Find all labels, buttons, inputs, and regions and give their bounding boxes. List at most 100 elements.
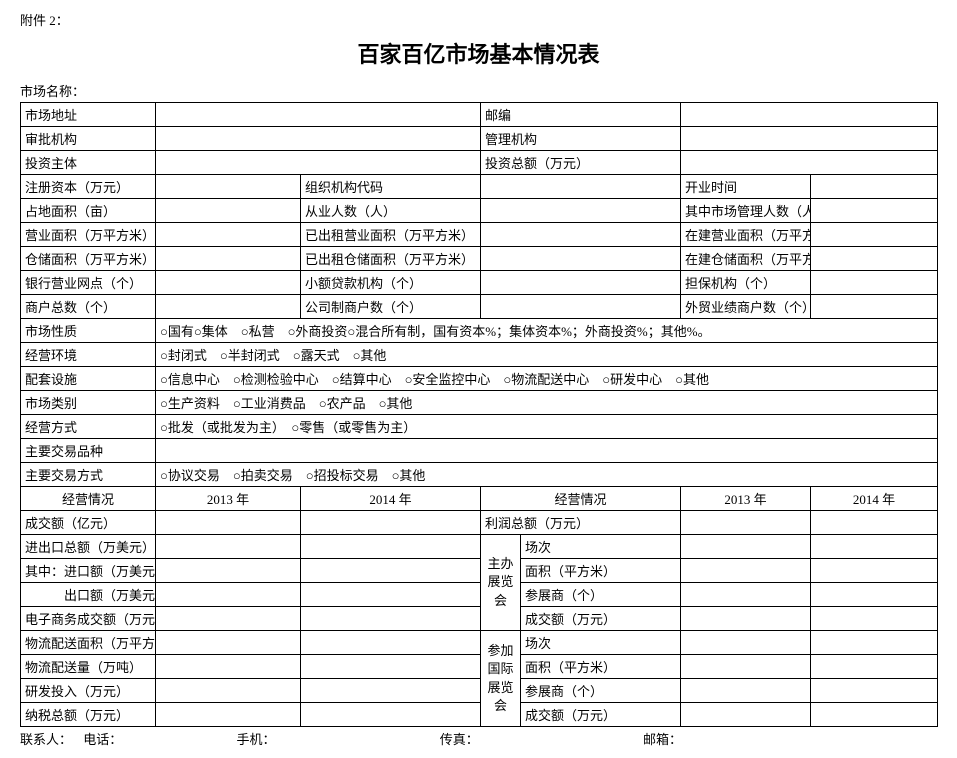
v-intlcount-14: [811, 631, 938, 655]
label-importexport: 进出口总额（万美元）: [21, 535, 156, 559]
v-expoarea-14: [811, 559, 938, 583]
table-row: 物流配送面积（万平方米） 参加国际展览会 场次: [21, 631, 938, 655]
v-profit-13: [681, 511, 811, 535]
value-invest-amt: [681, 151, 938, 175]
footer-phone: 电话：: [83, 729, 233, 748]
value-foreignmerchant: [811, 295, 938, 319]
label-storage: 仓储面积（万平方米）: [21, 247, 156, 271]
value-buildingbiz: [811, 223, 938, 247]
label-foreignmerchant: 外贸业绩商户数（个）: [681, 295, 811, 319]
label-intlturnover: 成交额（万元）: [521, 703, 681, 727]
label-bank: 银行营业网点（个）: [21, 271, 156, 295]
v-ie-14: [301, 535, 481, 559]
value-microloan: [481, 271, 681, 295]
v-intlturn-14: [811, 703, 938, 727]
label-approval: 审批机构: [21, 127, 156, 151]
label-exhibitors: 参展商（个）: [521, 583, 681, 607]
label-tax: 纳税总额（万元）: [21, 703, 156, 727]
opts-category: ○生产资料 ○工业消费品 ○农产品 ○其他: [156, 391, 938, 415]
v-expocount-13: [681, 535, 811, 559]
v-expoturn-13: [681, 607, 811, 631]
table-row: 投资主体 投资总额（万元）: [21, 151, 938, 175]
label-microloan: 小额贷款机构（个）: [301, 271, 481, 295]
label-rd: 研发投入（万元）: [21, 679, 156, 703]
header-opstatus-right: 经营情况: [481, 487, 681, 511]
v-exhib-14: [811, 583, 938, 607]
label-mgrcount: 其中市场管理人数（人）: [681, 199, 811, 223]
v-intlarea-13: [681, 655, 811, 679]
v-export-14: [301, 583, 481, 607]
opts-env: ○封闭式 ○半封闭式 ○露天式 ○其他: [156, 343, 938, 367]
footer-fax: 传真：: [440, 729, 640, 748]
header-opstatus-left: 经营情况: [21, 487, 156, 511]
value-buildingstorage: [811, 247, 938, 271]
value-rentedbiz: [481, 223, 681, 247]
footer-row: 联系人： 电话： 手机： 传真： 邮箱：: [20, 729, 937, 748]
footer-email: 邮箱：: [643, 729, 682, 748]
v-ecom-13: [156, 607, 301, 631]
v-tax-13: [156, 703, 301, 727]
value-employees: [481, 199, 681, 223]
v-intlcount-13: [681, 631, 811, 655]
v-logvol-14: [301, 655, 481, 679]
value-bank: [156, 271, 301, 295]
table-row: 银行营业网点（个） 小额贷款机构（个） 担保机构（个）: [21, 271, 938, 295]
label-category: 市场类别: [21, 391, 156, 415]
v-profit-14: [811, 511, 938, 535]
value-bizarea: [156, 223, 301, 247]
table-row: 纳税总额（万元） 成交额（万元）: [21, 703, 938, 727]
table-row: 占地面积（亩） 从业人数（人） 其中市场管理人数（人）: [21, 199, 938, 223]
header-2014-right: 2014 年: [811, 487, 938, 511]
label-ecommerce: 电子商务成交额（万元）: [21, 607, 156, 631]
label-addr: 市场地址: [21, 103, 156, 127]
value-postcode: [681, 103, 938, 127]
v-ecom-14: [301, 607, 481, 631]
label-opentime: 开业时间: [681, 175, 811, 199]
value-addr: [156, 103, 481, 127]
value-guarantee: [811, 271, 938, 295]
label-nature: 市场性质: [21, 319, 156, 343]
label-logvol: 物流配送量（万吨）: [21, 655, 156, 679]
table-row: 物流配送量（万吨） 面积（平方米）: [21, 655, 938, 679]
table-row: 商户总数（个） 公司制商户数（个） 外贸业绩商户数（个）: [21, 295, 938, 319]
v-import-13: [156, 559, 301, 583]
table-row: 市场地址 邮编: [21, 103, 938, 127]
value-approval: [156, 127, 481, 151]
v-tax-14: [301, 703, 481, 727]
label-logarea: 物流配送面积（万平方米）: [21, 631, 156, 655]
label-bizarea: 营业面积（万平方米）: [21, 223, 156, 247]
value-orgcode: [481, 175, 681, 199]
value-regcap: [156, 175, 301, 199]
footer-contact: 联系人：: [20, 729, 80, 748]
table-row: 电子商务成交额（万元） 成交额（万元）: [21, 607, 938, 631]
label-mode: 经营方式: [21, 415, 156, 439]
table-row: 仓储面积（万平方米） 已出租仓储面积（万平方米） 在建仓储面积（万平方米）: [21, 247, 938, 271]
label-rentedstorage: 已出租仓储面积（万平方米）: [301, 247, 481, 271]
label-postcode: 邮编: [481, 103, 681, 127]
market-name-label: 市场名称：: [20, 81, 937, 100]
opts-facilities: ○信息中心 ○检测检验中心 ○结算中心 ○安全监控中心 ○物流配送中心 ○研发中…: [156, 367, 938, 391]
label-expoarea: 面积（平方米）: [521, 559, 681, 583]
table-row: 主要交易方式 ○协议交易 ○拍卖交易 ○招投标交易 ○其他: [21, 463, 938, 487]
label-goods: 主要交易品种: [21, 439, 156, 463]
value-opentime: [811, 175, 938, 199]
label-expo-count: 场次: [521, 535, 681, 559]
label-corpmerchant: 公司制商户数（个）: [301, 295, 481, 319]
label-mgmt: 管理机构: [481, 127, 681, 151]
attachment-label: 附件 2：: [20, 10, 937, 29]
label-landarea: 占地面积（亩）: [21, 199, 156, 223]
v-rd-14: [301, 679, 481, 703]
value-landarea: [156, 199, 301, 223]
label-trademode: 主要交易方式: [21, 463, 156, 487]
value-merchant: [156, 295, 301, 319]
page-title: 百家百亿市场基本情况表: [20, 37, 937, 69]
table-row: 经营方式 ○批发（或批发为主） ○零售（或零售为主）: [21, 415, 938, 439]
opts-mode: ○批发（或批发为主） ○零售（或零售为主）: [156, 415, 938, 439]
label-env: 经营环境: [21, 343, 156, 367]
label-import: 其中：进口额（万美元）: [21, 559, 156, 583]
value-corpmerchant: [481, 295, 681, 319]
table-row: 市场性质 ○国有○集体 ○私营 ○外商投资○混合所有制，国有资本%；集体资本%；…: [21, 319, 938, 343]
label-expoturnover: 成交额（万元）: [521, 607, 681, 631]
v-exhib-13: [681, 583, 811, 607]
table-row: 注册资本（万元） 组织机构代码 开业时间: [21, 175, 938, 199]
